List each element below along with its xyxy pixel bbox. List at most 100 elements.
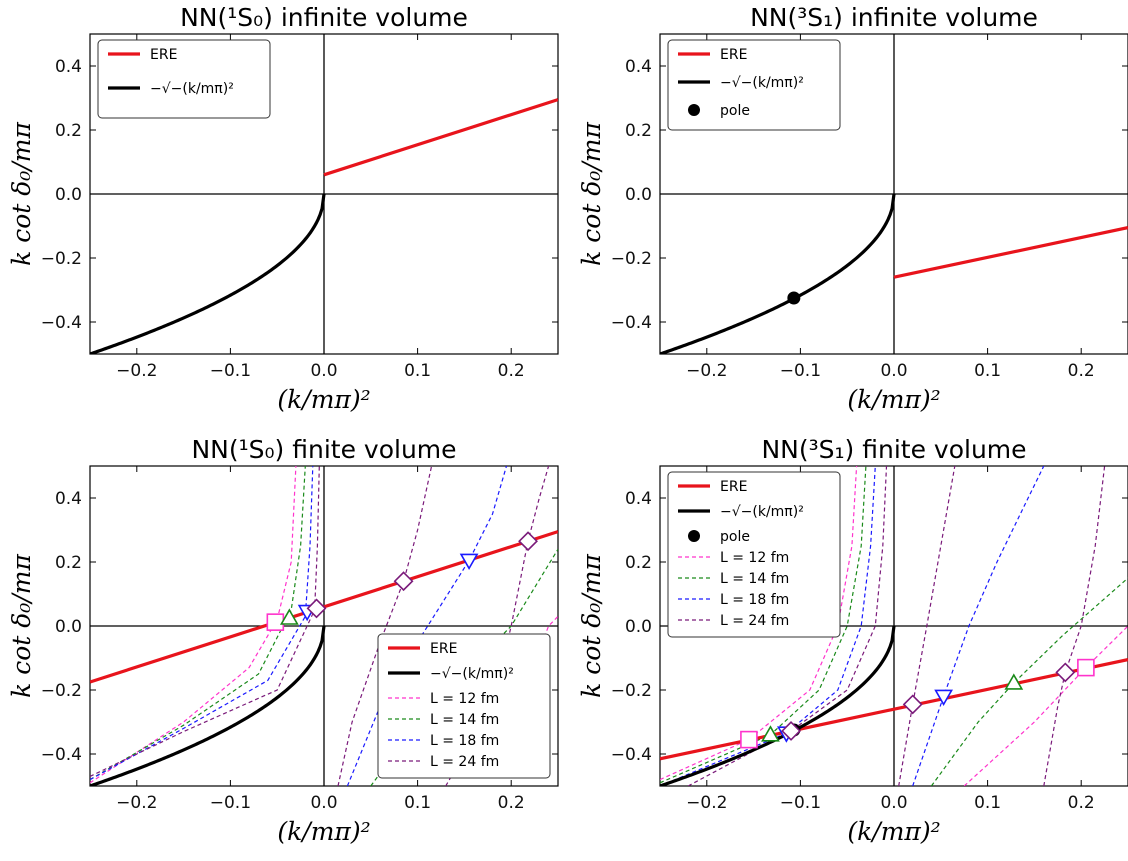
legend-label: ERE — [720, 47, 747, 63]
x-tick-label: 0.0 — [880, 793, 907, 813]
plot-area — [90, 98, 558, 354]
legend-frame — [667, 39, 841, 131]
chart-panel-2: −0.2 −0.1 0.0 0.1 0.2 −0.4 −0.2 0.0 0.2 0.4 NN(³S₁… — [577, 3, 1128, 414]
y-tick-label: 0.0 — [55, 185, 82, 205]
x-tick-label: 0.2 — [498, 793, 525, 813]
legend-label: L = 14 fm — [430, 712, 499, 728]
chart-panel-1: −0.2 −0.1 0.0 0.1 0.2 −0.4 −0.2 0.0 0.2 0.4 NN(¹S₀… — [7, 3, 559, 414]
pole-marker — [787, 291, 801, 305]
chart-title: NN(³S₁) finite volume — [761, 435, 1026, 464]
legend-frame — [97, 39, 271, 119]
data-marker — [934, 689, 953, 707]
legend-label: −√−(k/mπ)² — [150, 81, 234, 97]
legend: ERE −√−(k/mπ)² L = 12 fm L = 14 fm L = 18 fm… — [377, 633, 551, 779]
legend-label: L = 24 fm — [430, 754, 499, 770]
y-tick-label: −0.4 — [41, 313, 82, 333]
y-tick-label: −0.4 — [41, 745, 82, 765]
y-tick-label: 0.2 — [625, 121, 652, 141]
legend-label: −√−(k/mπ)² — [430, 666, 514, 682]
finite-volume-curve — [660, 466, 858, 781]
chart-title: NN(¹S₀) finite volume — [191, 435, 456, 464]
x-tick-label: 0.0 — [310, 793, 337, 813]
finite-volume-curve — [660, 466, 876, 786]
y-tick-label: 0.0 — [625, 617, 652, 637]
legend-label: L = 14 fm — [720, 571, 789, 587]
finite-volume-curve — [930, 577, 1128, 786]
x-tick-label: 0.1 — [404, 793, 431, 813]
x-tick-label: 0.1 — [974, 361, 1001, 381]
y-tick-label: 0.4 — [55, 489, 82, 509]
legend-label: −√−(k/mπ)² — [720, 75, 804, 91]
legend-label: L = 12 fm — [430, 691, 499, 707]
legend-swatch — [688, 104, 700, 116]
finite-volume-curve — [90, 466, 306, 781]
data-marker — [761, 725, 780, 742]
data-marker — [1004, 673, 1024, 690]
x-tick-label: 0.2 — [1068, 793, 1095, 813]
sqrt-curve — [660, 625, 896, 786]
data-marker — [393, 571, 414, 592]
data-marker — [266, 613, 285, 631]
data-marker — [459, 553, 479, 571]
plot-area — [90, 466, 558, 786]
legend-label: L = 12 fm — [720, 550, 789, 566]
x-tick-label: −0.2 — [116, 793, 157, 813]
x-tick-label: −0.2 — [686, 793, 727, 813]
y-tick-label: 0.4 — [55, 57, 82, 77]
data-marker — [1055, 662, 1076, 683]
x-tick-label: 0.0 — [880, 361, 907, 381]
y-tick-label: 0.2 — [625, 553, 652, 573]
ere-line — [893, 226, 1128, 279]
sqrt-curve — [90, 625, 326, 786]
x-axis-label: (k/mπ)² — [277, 385, 370, 414]
finite-volume-curve — [337, 466, 433, 786]
ere-line — [660, 658, 1128, 761]
x-axis-label: (k/mπ)² — [847, 817, 940, 846]
legend: ERE −√−(k/mπ)² pole L = 12 fm L = 14 fm L = 1… — [667, 471, 841, 638]
y-tick-label: −0.2 — [41, 249, 82, 269]
plot-area — [660, 466, 1128, 786]
finite-volume-curve — [90, 466, 320, 777]
finite-volume-curve — [346, 466, 508, 786]
legend-frame — [667, 471, 841, 638]
y-tick-label: 0.0 — [625, 185, 652, 205]
y-tick-label: −0.2 — [41, 681, 82, 701]
ere-line — [323, 98, 558, 177]
chart-title: NN(¹S₀) infinite volume — [180, 3, 468, 32]
data-marker — [306, 598, 327, 619]
finite-volume-curve — [963, 625, 1128, 786]
y-tick-label: −0.2 — [611, 681, 652, 701]
x-tick-label: 0.2 — [498, 361, 525, 381]
y-tick-label: 0.4 — [625, 57, 652, 77]
y-axis-label: k cot δ₀/mπ — [7, 122, 36, 266]
x-tick-label: −0.1 — [780, 793, 821, 813]
chart-panel-4: −0.2 −0.1 0.0 0.1 0.2 −0.4 −0.2 0.0 0.2 0.4 NN(³S₁… — [577, 435, 1128, 846]
y-tick-label: 0.2 — [55, 553, 82, 573]
y-tick-label: −0.2 — [611, 249, 652, 269]
legend-label: L = 18 fm — [430, 733, 499, 749]
legend-label: ERE — [430, 641, 457, 657]
data-marker — [740, 730, 758, 749]
x-tick-label: −0.1 — [210, 361, 251, 381]
x-axis-label: (k/mπ)² — [277, 817, 370, 846]
x-tick-label: −0.2 — [686, 361, 727, 381]
legend: ERE −√−(k/mπ)² pole — [667, 39, 841, 131]
y-tick-label: 0.0 — [55, 617, 82, 637]
legend-label: pole — [720, 103, 750, 119]
y-axis-label: k cot δ₀/mπ — [577, 122, 606, 266]
data-marker — [279, 608, 299, 625]
y-tick-label: 0.4 — [625, 489, 652, 509]
finite-volume-curve — [898, 466, 956, 786]
legend-swatch — [688, 530, 700, 542]
legend-label: L = 18 fm — [720, 592, 789, 608]
x-tick-label: −0.1 — [780, 361, 821, 381]
y-tick-label: 0.2 — [55, 121, 82, 141]
x-tick-label: 0.1 — [404, 361, 431, 381]
y-axis-label: k cot δ₀/mπ — [7, 554, 36, 698]
legend-label: L = 24 fm — [720, 613, 789, 629]
finite-volume-curve — [1043, 466, 1106, 786]
plot-area — [660, 193, 1128, 354]
x-tick-label: 0.1 — [974, 793, 1001, 813]
finite-volume-curve — [912, 466, 1045, 786]
